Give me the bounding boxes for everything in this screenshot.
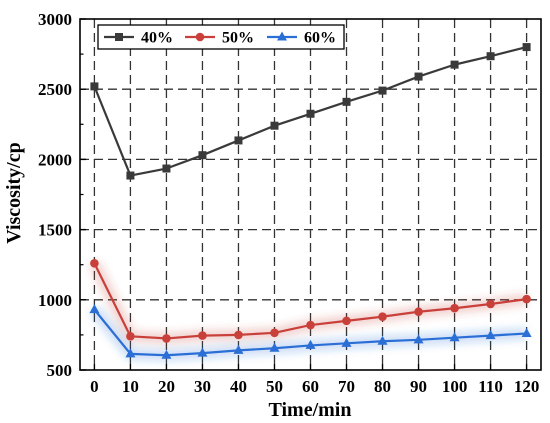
x-tick-label: 120 (514, 377, 540, 396)
legend-label: 40% (141, 30, 173, 47)
y-tick-label: 500 (47, 361, 73, 380)
x-axis-title: Time/min (269, 399, 352, 421)
data-point (414, 307, 423, 317)
data-point (126, 171, 135, 180)
legend-marker (277, 31, 287, 41)
x-tick-label: 0 (90, 377, 99, 396)
data-point (89, 304, 100, 314)
data-point (306, 320, 315, 330)
data-point (197, 347, 208, 357)
data-point (378, 312, 387, 321)
x-tick-label: 110 (478, 377, 503, 396)
data-point (269, 342, 280, 352)
series-layer (89, 43, 532, 359)
x-tick-label: 50 (266, 377, 283, 396)
y-tick-label: 2000 (38, 150, 72, 169)
legend-items: 40% 50% 60% (104, 30, 336, 47)
data-point (378, 86, 387, 95)
data-point (450, 60, 459, 69)
data-point (270, 328, 279, 338)
data-point (413, 334, 424, 344)
data-point (234, 136, 243, 145)
data-point (450, 303, 459, 313)
data-point (377, 335, 388, 345)
x-tick-label: 90 (410, 377, 427, 396)
grid-lines (80, 19, 541, 370)
series-2 (90, 258, 531, 343)
data-point (198, 151, 207, 160)
x-tick-label: 10 (122, 377, 139, 396)
legend-marker (115, 33, 123, 41)
data-point (234, 330, 243, 340)
x-tick-label: 70 (338, 377, 355, 396)
data-point (233, 344, 244, 354)
legend-marker (195, 32, 205, 42)
data-point (90, 258, 99, 268)
x-tick-label: 40 (230, 377, 247, 396)
data-point (341, 337, 352, 347)
data-point (162, 334, 171, 343)
data-point (90, 82, 99, 91)
y-tick-label: 3000 (38, 10, 72, 29)
x-tick-label: 100 (442, 377, 468, 396)
data-point (449, 332, 460, 342)
x-tick-label: 80 (374, 377, 391, 396)
x-tick-label: 30 (194, 377, 211, 396)
data-point (125, 348, 136, 358)
data-point (305, 339, 316, 349)
x-tick-label: 20 (158, 377, 175, 396)
data-point (342, 316, 351, 326)
legend-label: 60% (304, 30, 336, 47)
data-point (270, 121, 279, 130)
y-tick-label: 1500 (38, 221, 72, 240)
data-point (162, 164, 171, 173)
data-point (414, 72, 423, 81)
data-point (306, 109, 315, 118)
y-tick-label: 1000 (38, 291, 72, 310)
data-point (522, 294, 531, 304)
data-point (485, 330, 496, 340)
y-tick-label: 2500 (38, 80, 72, 99)
data-point (486, 52, 495, 61)
y-axis-title: Viscosity/cp (3, 142, 25, 243)
x-tick-label: 60 (302, 377, 319, 396)
data-point (198, 331, 207, 340)
legend-frame (97, 24, 345, 50)
series-1 (90, 43, 531, 180)
legend-label: 50% (222, 30, 254, 47)
series-3 (89, 304, 532, 359)
data-point (126, 332, 135, 341)
data-point (486, 299, 495, 309)
data-point (161, 349, 172, 359)
data-point (521, 327, 532, 337)
data-point (342, 97, 351, 106)
axis-ticks: 0 10 20 30 40 50 60 70 80 90 100 110 120 500 1000 1500 2… (38, 10, 539, 396)
legend: 40% 50% 60% (97, 24, 345, 50)
data-point (522, 43, 531, 52)
